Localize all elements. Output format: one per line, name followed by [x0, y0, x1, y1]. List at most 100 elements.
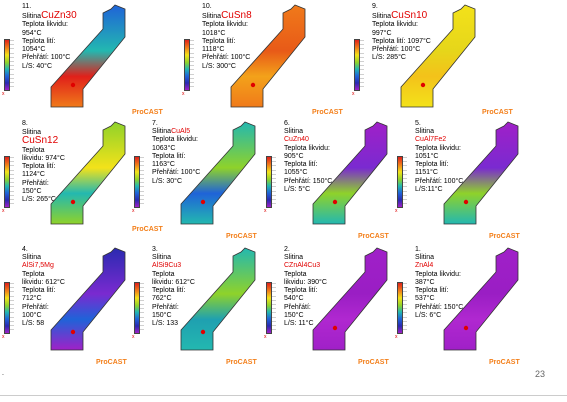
property-line: Teplota lití: — [415, 287, 449, 295]
casting-panel: 9. SlitinaCuSn10 Teplota likvidu: 997°C Tepl… — [350, 3, 513, 116]
procast-logo: ProCAST — [312, 109, 343, 116]
panel-number: 10. — [202, 3, 212, 10]
axis-triad: x — [395, 208, 398, 214]
property-line: Přehřátí: 100°C — [202, 54, 251, 62]
property-line: likvidu: 612°C — [22, 278, 65, 286]
alloy-name: CuSn10 — [391, 10, 428, 21]
property-line: L/S: 30°C — [152, 177, 183, 185]
property-line: Přehřátí: — [284, 303, 311, 311]
alloy-heading: SlitinaCuAl5 — [152, 128, 200, 136]
alloy-name: CuZn30 — [41, 10, 77, 21]
casting-shape — [312, 121, 388, 225]
property-line: 1054°C — [22, 46, 46, 54]
temperature-scale — [397, 156, 403, 208]
casting-panel: 8. Slitina CuSn12 Teplota likvidu: 974°C Tepl… — [0, 120, 163, 233]
panel-number: 5. — [415, 120, 421, 127]
page-number: 23 — [534, 369, 545, 379]
alloy-label: Slitina — [372, 13, 392, 20]
scale-ticks: — — — — — — — — — — — — — [190, 37, 194, 89]
casting-shape — [180, 247, 256, 351]
property-line: Teplota likvidu: — [415, 270, 461, 278]
property-line: 387°C — [415, 278, 435, 286]
alloy-name: CuSn12 — [22, 135, 59, 147]
property-line: Teplota — [22, 146, 45, 154]
panel-number: 7. — [152, 120, 158, 127]
property-line: Teplota lití: — [152, 287, 186, 295]
property-line: L/S: 5°C — [284, 186, 311, 194]
temperature-scale — [134, 156, 140, 208]
alloy-label: Slitina — [415, 254, 435, 261]
temperature-scale — [4, 282, 10, 334]
casting-shape — [180, 121, 256, 225]
temperature-scale — [134, 282, 140, 334]
property-line: Teplota likvidu: — [284, 144, 330, 152]
casting-panel: 11. SlitinaCuZn30 Teplota likvidu: 954°C Tep… — [0, 3, 163, 116]
alloy-heading: SlitinaCuSn8 — [202, 10, 252, 21]
property-line: Teplota lití: — [202, 37, 236, 45]
panel-number: 11. — [22, 3, 32, 10]
panel-text: Slitina AlSi7,5Mg Teplota likvidu: 612°C Tep… — [22, 254, 65, 329]
temperature-scale — [266, 156, 272, 208]
alloy-label: Slitina — [415, 128, 435, 135]
axis-triad: x — [395, 334, 398, 340]
property-line: Přehřátí: 150°C — [415, 303, 464, 311]
property-line: L/S: 40°C — [22, 62, 53, 70]
procast-logo: ProCAST — [226, 359, 257, 366]
temperature-scale — [354, 39, 360, 91]
scale-ticks: — — — — — — — — — — — — — [10, 280, 14, 332]
property-line: Teplota likvidu: — [22, 21, 68, 29]
alloy-heading: SlitinaCuSn10 — [372, 10, 431, 21]
panel-text: SlitinaCuSn8 Teplota likvidu: 1018°C Teplot… — [202, 10, 252, 71]
casting-panel: 6. Slitina CuZn40 Teplota likvidu: 905°C Tepl… — [262, 120, 392, 240]
property-line: Teplota lití: — [152, 152, 186, 160]
property-line: 540°C — [284, 295, 304, 303]
casting-shape — [443, 121, 519, 225]
axis-triad: x — [132, 208, 135, 214]
casting-panel: 10. SlitinaCuSn8 Teplota likvidu: 1018°C Tep… — [180, 3, 343, 116]
property-line: Teplota — [284, 270, 307, 278]
alloy-heading: Slitina ZnAl4 — [415, 254, 463, 271]
panel-number: 2. — [284, 246, 290, 253]
property-line: L/S:11°C — [415, 186, 443, 194]
property-line: 1055°C — [284, 169, 308, 177]
property-line: L/S: 133 — [152, 320, 179, 328]
panel-text: SlitinaCuZn30 Teplota likvidu: 954°C Teplot… — [22, 10, 77, 71]
property-line: likvidu: 974°C — [22, 154, 65, 162]
alloy-heading: Slitina AlSi7,5Mg — [22, 254, 65, 271]
property-line: 1163°C — [152, 161, 175, 169]
axis-triad: x — [2, 334, 5, 340]
alloy-label: Slitina — [22, 13, 42, 20]
alloy-heading: Slitina CuSn12 — [22, 129, 65, 147]
property-line: 1051°C — [415, 152, 439, 160]
property-line: Přehřátí: 100°C — [372, 46, 421, 54]
bullet: . — [2, 370, 4, 377]
casting-shape — [400, 4, 476, 108]
property-line: likvidu: 390°C — [284, 278, 327, 286]
property-line: Přehřátí: 100°C — [415, 177, 464, 185]
alloy-name: AlSi9Cu3 — [152, 262, 182, 270]
property-line: L/S: 300°C — [202, 62, 236, 70]
alloy-label: Slitina — [22, 129, 42, 136]
procast-logo: ProCAST — [226, 233, 257, 240]
property-line: Teplota lití: — [284, 287, 318, 295]
alloy-name: CZnAl4Cu3 — [284, 262, 321, 270]
temperature-scale — [4, 156, 10, 208]
scale-ticks: — — — — — — — — — — — — — [10, 37, 14, 89]
alloy-heading: Slitina AlSi9Cu3 — [152, 254, 195, 271]
alloy-name: CuSn8 — [221, 10, 252, 21]
procast-logo: ProCAST — [489, 359, 520, 366]
scale-ticks: — — — — — — — — — — — — — [272, 280, 276, 332]
property-line: Přehřátí: — [22, 179, 49, 187]
alloy-name: CuZn40 — [284, 136, 309, 144]
casting-panel: 2. Slitina CZnAl4Cu3 Teplota likvidu: 390°C T… — [262, 246, 392, 366]
property-line: Teplota lití: — [22, 163, 56, 171]
property-line: Přehřátí: — [152, 303, 179, 311]
alloy-label: Slitina — [152, 128, 172, 135]
property-line: Teplota lití: — [415, 161, 449, 169]
property-line: Teplota likvidu: — [415, 144, 461, 152]
alloy-label: Slitina — [22, 254, 42, 261]
procast-logo: ProCAST — [96, 359, 127, 366]
property-line: 537°C — [415, 295, 435, 303]
property-line: 1118°C — [202, 46, 225, 54]
panel-number: 4. — [22, 246, 28, 253]
